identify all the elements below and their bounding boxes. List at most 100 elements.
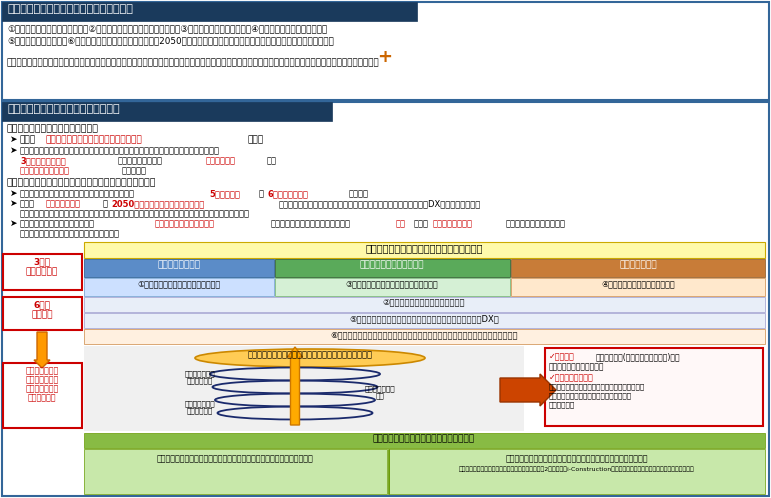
Text: 既存インフラの
管理・利活用: 既存インフラの 管理・利活用 — [185, 400, 215, 414]
Text: ①防災・減災が主流となる社会の実現: ①防災・減災が主流となる社会の実現 — [137, 279, 221, 288]
Text: ✓「総力」: ✓「総力」 — [549, 352, 574, 361]
Text: ✓「インフラ経営」: ✓「インフラ経営」 — [549, 373, 594, 382]
Text: ➤: ➤ — [10, 199, 18, 208]
Bar — [84, 297, 765, 312]
Text: ⑥インフラ分野の脱炭素化・インフラ空間の多面的な利活用による生活の質の向上: ⑥インフラ分野の脱炭素化・インフラ空間の多面的な利活用による生活の質の向上 — [330, 330, 518, 339]
Text: 総力: 総力 — [396, 219, 406, 228]
Text: ➤: ➤ — [10, 135, 18, 144]
Text: 第２章：社会資本整備の取組の方向性: 第２章：社会資本整備の取組の方向性 — [7, 104, 120, 114]
Bar — [2, 2, 769, 100]
Text: 5年後を目途: 5年後を目途 — [209, 189, 240, 198]
Bar — [545, 348, 763, 426]
Text: を設定。: を設定。 — [349, 189, 369, 198]
Text: 挙げ、社会資本整備を深化: 挙げ、社会資本整備を深化 — [549, 362, 604, 371]
Text: ①激甚化・頻発化する自然災害、②人口減少等による地域社会の変化、③国内外の経済状況の変化、④加速化するインフラの老朽化: ①激甚化・頻発化する自然災害、②人口減少等による地域社会の変化、③国内外の経済状… — [7, 24, 327, 33]
Text: 持続可能で質の高い社会資本整備を下支え: 持続可能で質の高い社会資本整備を下支え — [373, 434, 475, 443]
Text: 【社会資本整備の中長期的な目標】: 【社会資本整備の中長期的な目標】 — [7, 124, 99, 133]
Text: 取組の方向性: 取組の方向性 — [28, 393, 56, 402]
Text: に資する社会資本を: に資する社会資本を — [118, 156, 163, 165]
Bar — [389, 449, 765, 494]
FancyArrow shape — [288, 347, 302, 425]
Text: ➤: ➤ — [10, 146, 18, 155]
Text: 新規インフラの
管理・利活用: 新規インフラの 管理・利活用 — [185, 370, 215, 384]
Bar — [84, 329, 765, 344]
Text: 6つの短期的目標: 6つの短期的目標 — [267, 189, 308, 198]
Text: 2050年カーボンニュートラルの実現: 2050年カーボンニュートラルの実現 — [111, 199, 204, 208]
Text: に: に — [259, 189, 264, 198]
Text: の視点を取り入れ、「正の: の視点を取り入れ、「正の — [506, 219, 566, 228]
Text: 社会資本整備の: 社会資本整備の — [25, 366, 59, 375]
Text: 新規インフラの
整備: 新規インフラの 整備 — [365, 385, 396, 399]
Bar — [2, 2, 417, 21]
Text: 新型コロナウイルス感染症による変化（デジタル化の必要性、サプライチェーンの国内回帰、地方移住への関心の高まりや東京一極集中リスクの認識拡大等）: 新型コロナウイルス感染症による変化（デジタル化の必要性、サプライチェーンの国内回… — [7, 58, 380, 67]
Bar — [511, 259, 765, 277]
Text: 安全・安心の確保: 安全・安心の確保 — [157, 260, 200, 269]
Text: プライチェーンの強靭化・最適化、新たな人の流れを支えるための基盤整備等に取り組むことが必要。: プライチェーンの強靭化・最適化、新たな人の流れを支えるための基盤整備等に取り組む… — [20, 209, 250, 218]
Text: 国民が: 国民が — [20, 135, 36, 144]
Text: 3つの中長期的目標: 3つの中長期的目標 — [20, 156, 66, 165]
Text: ３つの中長期的目標及び社会情勢の変化を踏まえ、: ３つの中長期的目標及び社会情勢の変化を踏まえ、 — [20, 189, 135, 198]
Text: ②持続可能なインフラメンテナンス: ②持続可能なインフラメンテナンス — [382, 298, 465, 307]
Text: 」、「: 」、「 — [414, 219, 429, 228]
Text: 戦略的・計画的な社会資本整備のための安定的・持続的な公共投資の確保: 戦略的・計画的な社会資本整備のための安定的・持続的な公共投資の確保 — [157, 454, 313, 463]
Text: 「インフラ経営」: 「インフラ経営」 — [433, 219, 473, 228]
Text: 力を引き出すとともに、新たな価値を創造: 力を引き出すとともに、新たな価値を創造 — [549, 392, 632, 398]
Text: ストック効果を最大限発揮: ストック効果を最大限発揮 — [155, 219, 215, 228]
Text: ストック効果を: ストック効果を — [25, 375, 59, 384]
Text: ストック効果の最大化: ストック効果の最大化 — [20, 166, 70, 175]
Text: や: や — [103, 199, 108, 208]
Text: し、: し、 — [267, 156, 277, 165]
Ellipse shape — [195, 349, 425, 367]
Text: ⑤デジタル革命の加速、⑥グリーン社会の実現に向けた動き（2050年カーボンニュートラル等）・ライフスタイルや価値観の多様化: ⑤デジタル革命の加速、⑥グリーン社会の実現に向けた動き（2050年カーボンニュー… — [7, 36, 334, 45]
Bar — [511, 278, 765, 296]
Bar — [84, 433, 765, 448]
Text: ➤: ➤ — [10, 219, 18, 228]
Bar — [84, 313, 765, 328]
Text: そのため「安全・安心の確保」、「持続可能な地域社会の形成」、「経済成長の実現」の: そのため「安全・安心の確保」、「持続可能な地域社会の形成」、「経済成長の実現」の — [20, 146, 220, 155]
Bar — [3, 363, 82, 428]
Text: 「真の豊かさ」を実感できる社会を構築: 「真の豊かさ」を実感できる社会を構築 — [46, 135, 143, 144]
Bar — [2, 102, 769, 496]
Bar — [84, 242, 765, 258]
Bar — [84, 346, 524, 431]
Bar — [275, 259, 510, 277]
Text: 短期目標: 短期目標 — [32, 310, 52, 319]
Text: させるためには、社会資本整備に「: させるためには、社会資本整備に「 — [271, 219, 351, 228]
Text: 中長期的目標: 中長期的目標 — [26, 267, 58, 276]
Text: 重点的に整備: 重点的に整備 — [206, 156, 236, 165]
Bar — [275, 278, 510, 296]
Text: 「３つの総力(主体・手段・時間軸)」を: 「３つの総力(主体・手段・時間軸)」を — [596, 352, 681, 361]
Text: 第１章：第４次計画からの社会情勢の変化: 第１章：第４次計画からの社会情勢の変化 — [7, 4, 133, 14]
Text: 目標達成に向け、社会資本整備の: 目標達成に向け、社会資本整備の — [20, 219, 95, 228]
Text: 持続可能な地域社会の形成: 持続可能な地域社会の形成 — [360, 260, 424, 269]
Text: 6つの: 6つの — [33, 300, 50, 309]
Text: ➤: ➤ — [10, 189, 18, 198]
Text: 発揮するための: 発揮するための — [25, 384, 59, 393]
Text: 「真の豊かさ」を実感できる社会を構築する: 「真の豊かさ」を実感できる社会を構築する — [365, 243, 483, 253]
Text: スパイラル」を生み出すことが必要不可欠。: スパイラル」を生み出すことが必要不可欠。 — [20, 229, 120, 238]
Text: 「新たな日常」: 「新たな日常」 — [46, 199, 81, 208]
Text: を見据え、インフラ分野のデジタル・トランスフォーメーション（DX）や脱炭素化、サ: を見据え、インフラ分野のデジタル・トランスフォーメーション（DX）や脱炭素化、サ — [279, 199, 481, 208]
Text: の視点を追加: の視点を追加 — [549, 401, 575, 407]
Text: 特に、: 特に、 — [20, 199, 35, 208]
Text: する。: する。 — [247, 135, 263, 144]
Bar — [84, 278, 274, 296]
Text: 社会資本整備を支える建設産業の担い手の確保・育成や生産性向上: 社会資本整備を支える建設産業の担い手の確保・育成や生産性向上 — [506, 454, 648, 463]
Bar — [84, 449, 387, 494]
Bar — [3, 254, 82, 290]
Text: を目指す。: を目指す。 — [122, 166, 147, 175]
Text: ④経済の好循環を支える基盤整備: ④経済の好循環を支える基盤整備 — [601, 279, 675, 288]
FancyArrow shape — [34, 332, 50, 368]
Bar — [388, 449, 389, 494]
Bar — [84, 259, 274, 277]
Text: インフラを国民が持つ資産として捉え、その潜在: インフラを国民が持つ資産として捉え、その潜在 — [549, 383, 645, 389]
Text: （適切な賃金水準の確保、長時間労働の是正・週休2日の実現、i-Constructionの推進、建設キャリアアップシステムの普及等）: （適切な賃金水準の確保、長時間労働の是正・週休2日の実現、i-Construct… — [459, 466, 695, 472]
Text: 経済成長の実現: 経済成長の実現 — [619, 260, 657, 269]
Text: ③持続可能で暮らしやすい地域社会の実現: ③持続可能で暮らしやすい地域社会の実現 — [345, 279, 438, 288]
Text: +: + — [378, 48, 392, 66]
Text: 3つの: 3つの — [33, 257, 50, 266]
Bar — [3, 297, 82, 330]
Text: 「正のスパイラル」によるストック効果のさらなる拡大: 「正のスパイラル」によるストック効果のさらなる拡大 — [247, 350, 372, 359]
FancyArrow shape — [500, 374, 556, 406]
Text: ⑤インフラ分野のデジタル・トランスフォーメーション（DX）: ⑤インフラ分野のデジタル・トランスフォーメーション（DX） — [349, 314, 499, 323]
